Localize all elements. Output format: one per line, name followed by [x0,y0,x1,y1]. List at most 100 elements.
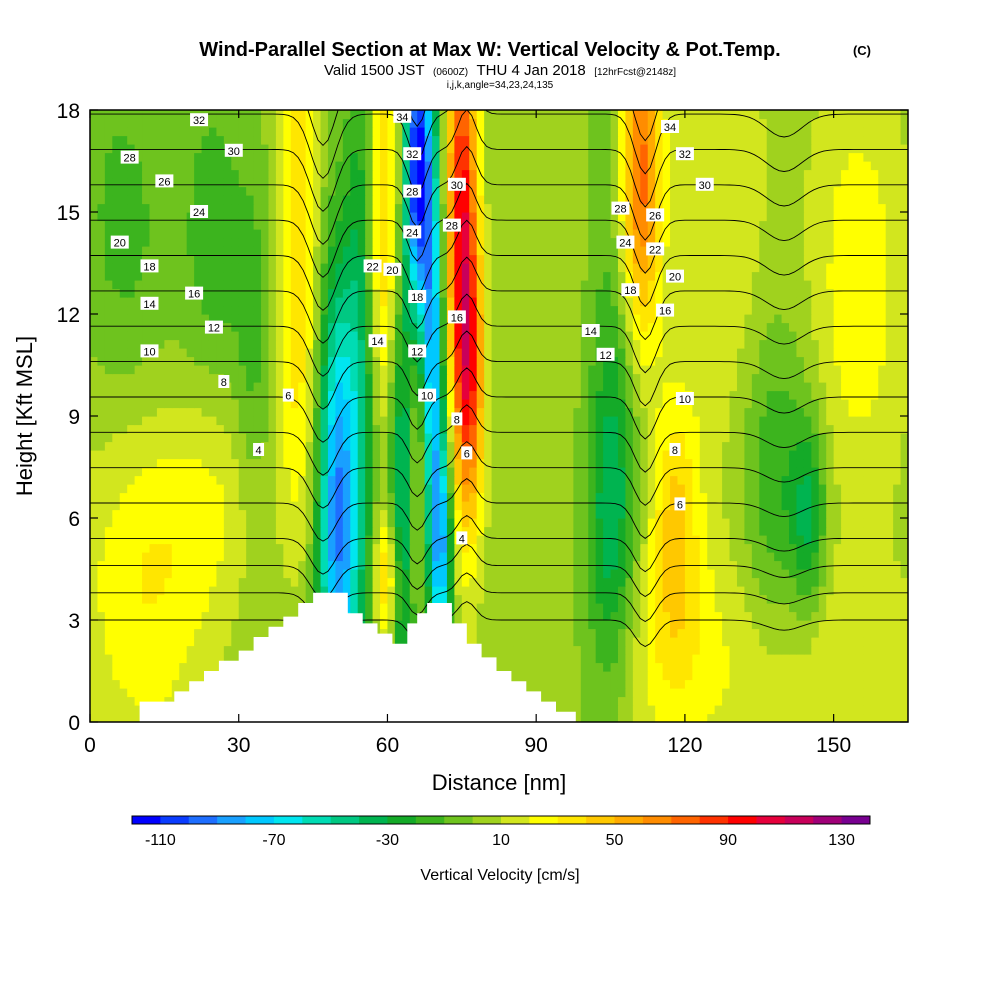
velocity-cell [573,373,582,383]
velocity-cell [543,620,552,630]
velocity-cell [320,560,329,570]
velocity-cell [313,518,322,528]
velocity-cell [841,407,850,417]
velocity-cell [149,543,158,553]
velocity-cell [736,433,745,443]
velocity-cell [275,501,284,511]
velocity-cell [670,492,679,502]
velocity-cell [833,679,842,689]
velocity-cell [432,594,441,604]
velocity-cell [335,577,344,587]
velocity-cell [432,424,441,434]
velocity-cell [194,662,203,672]
velocity-cell [186,671,195,681]
velocity-cell [670,679,679,689]
velocity-cell [194,407,203,417]
velocity-cell [565,628,574,638]
velocity-cell [677,696,686,706]
velocity-cell [744,407,753,417]
velocity-cell [253,535,262,545]
velocity-cell [603,654,612,664]
velocity-cell [186,603,195,613]
velocity-cell [119,620,128,630]
velocity-cell [402,365,411,375]
velocity-cell [253,560,262,570]
velocity-cell [699,492,708,502]
velocity-cell [885,373,894,383]
velocity-cell [119,441,128,451]
velocity-cell [588,458,597,468]
velocity-cell [134,671,143,681]
velocity-cell [461,577,470,587]
velocity-cell [536,373,545,383]
velocity-cell [290,365,299,375]
velocity-cell [818,671,827,681]
velocity-cell [818,433,827,443]
velocity-cell [238,331,247,341]
velocity-cell [781,484,790,494]
velocity-cell [261,467,270,477]
velocity-cell [446,560,455,570]
velocity-cell [603,407,612,417]
velocity-cell [513,543,522,553]
velocity-cell [134,586,143,596]
velocity-cell [796,424,805,434]
velocity-cell [744,365,753,375]
velocity-cell [699,535,708,545]
velocity-cell [558,526,567,536]
velocity-cell [186,416,195,426]
velocity-cell [119,492,128,502]
velocity-cell [841,484,850,494]
velocity-cell [677,348,686,358]
velocity-cell [707,450,716,460]
velocity-cell [127,611,136,621]
velocity-cell [246,543,255,553]
velocity-cell [558,399,567,409]
velocity-cell [201,492,210,502]
velocity-cell [387,628,396,638]
velocity-cell [394,518,403,528]
velocity-cell [870,688,879,698]
velocity-cell [625,594,634,604]
velocity-cell [149,696,158,706]
velocity-cell [335,535,344,545]
velocity-cell [521,492,530,502]
velocity-cell [900,433,908,443]
velocity-cell [796,373,805,383]
velocity-cell [803,365,812,375]
velocity-cell [588,679,597,689]
velocity-cell [551,390,560,400]
velocity-cell [432,577,441,587]
velocity-cell [521,535,530,545]
velocity-cell [558,662,567,672]
velocity-cell [275,348,284,358]
velocity-cell [357,382,366,392]
velocity-cell [811,543,820,553]
velocity-cell [454,458,463,468]
velocity-cell [603,484,612,494]
velocity-cell [595,373,604,383]
velocity-cell [409,484,418,494]
velocity-cell [759,526,768,536]
velocity-cell [699,560,708,570]
velocity-cell [870,713,879,722]
velocity-cell [424,543,433,553]
velocity-cell [417,552,426,562]
velocity-cell [759,450,768,460]
velocity-cell [357,552,366,562]
velocity-cell [327,373,336,383]
velocity-cell [417,416,426,426]
velocity-cell [134,637,143,647]
velocity-cell [506,509,515,519]
velocity-cell [313,382,322,392]
velocity-cell [134,628,143,638]
velocity-cell [826,467,835,477]
velocity-cell [521,526,530,536]
velocity-cell [327,407,336,417]
velocity-cell [714,637,723,647]
velocity-cell [714,535,723,545]
chart-title: Wind-Parallel Section at Max W: Vertical… [199,39,780,61]
velocity-cell [290,543,299,553]
velocity-cell [134,441,143,451]
velocity-cell [372,433,381,443]
